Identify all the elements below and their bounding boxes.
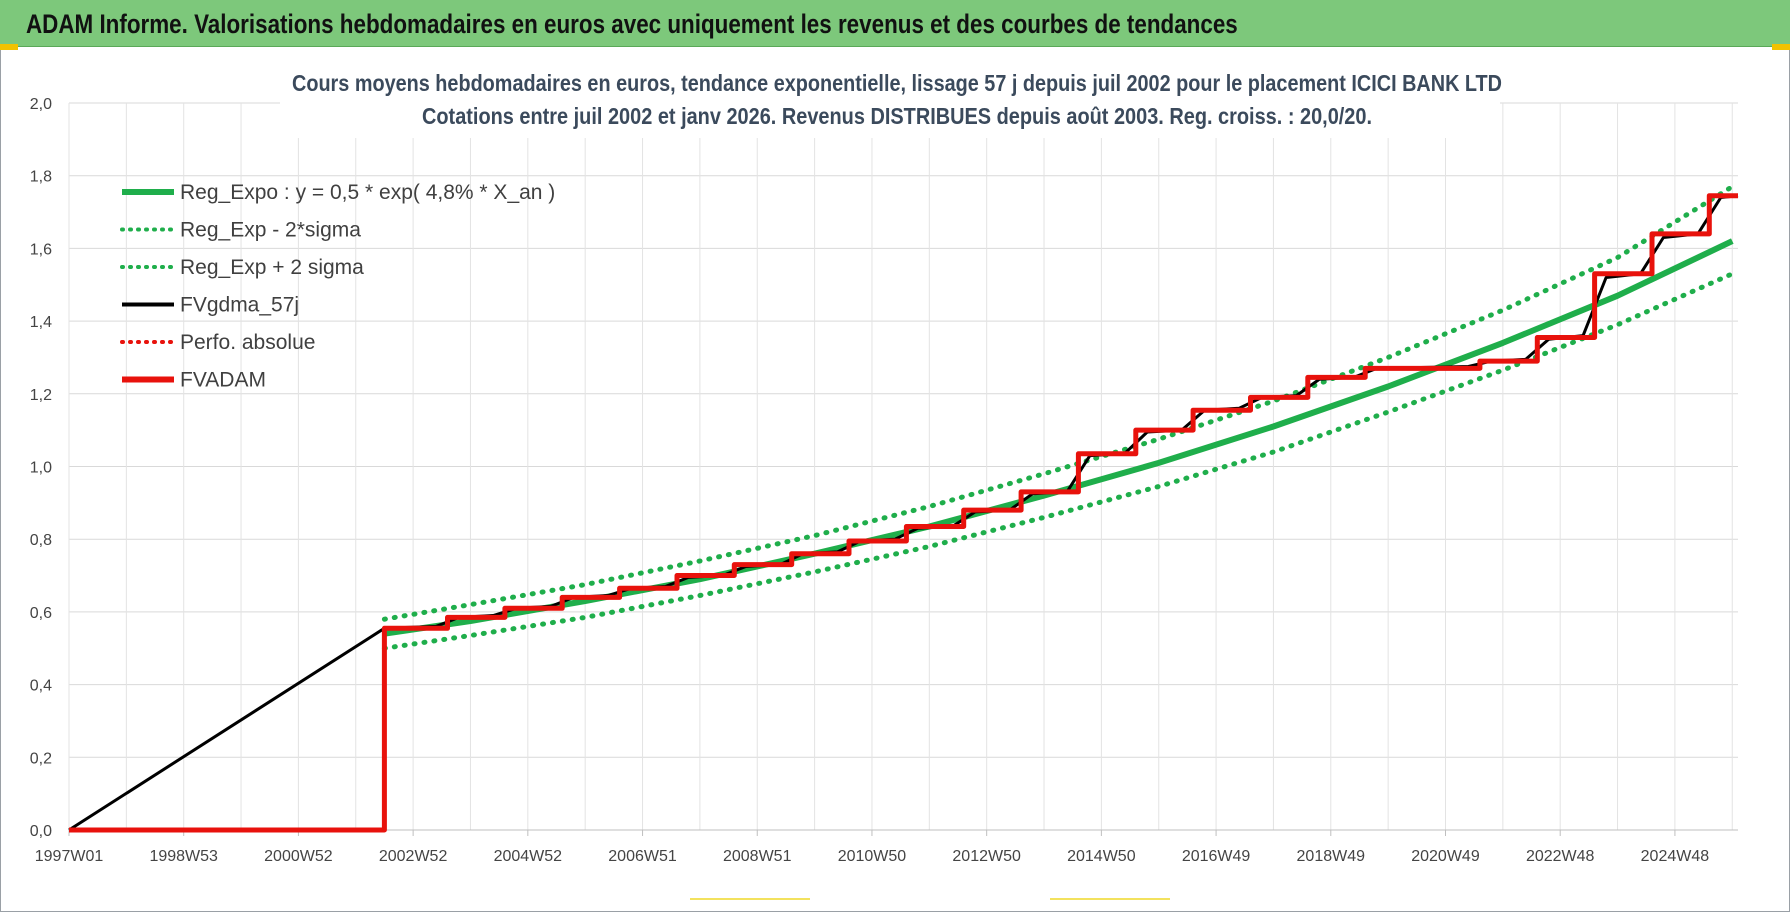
chart-title: Cours moyens hebdomadaires en euros, ten… — [280, 66, 1502, 138]
x-tick-label: 2020W49 — [1411, 848, 1480, 865]
x-tick-label: 2014W50 — [1067, 848, 1136, 865]
x-tick-label: 2018W49 — [1297, 848, 1366, 865]
x-tick-label: 2016W49 — [1182, 848, 1251, 865]
legend-label: Perfo. absolue — [180, 331, 315, 354]
line-chart: 0,0 0,2 0,4 0,6 0,8 1,0 1,2 1,4 1,6 1,8 2,0 1997W01… — [30, 66, 1739, 865]
x-tick-label: 2012W50 — [952, 848, 1021, 865]
x-tick-label: 1998W53 — [149, 848, 218, 865]
y-tick-label: 0,0 — [30, 823, 52, 840]
series-line-0 — [383, 238, 1734, 637]
y-tick-label: 0,6 — [30, 605, 52, 622]
x-tick-label: 2006W51 — [608, 848, 677, 865]
y-tick-label: 1,0 — [30, 460, 52, 477]
corner-marker-right — [1772, 44, 1790, 50]
y-tick-label: 0,2 — [30, 750, 52, 767]
title-backdrop — [280, 66, 1500, 138]
chart-title-line: Cours moyens hebdomadaires en euros, ten… — [292, 70, 1502, 96]
legend-label: FVgdma_57j — [180, 294, 299, 317]
chart-title-line: Cotations entre juil 2002 et janv 2026. … — [422, 103, 1372, 129]
x-tick-label: 2024W48 — [1641, 848, 1710, 865]
x-tick-label: 2002W52 — [379, 848, 448, 865]
series-line-2 — [381, 184, 1735, 622]
x-tick-label: 2008W51 — [723, 848, 792, 865]
y-tick-label: 0,8 — [30, 532, 52, 549]
corner-marker-left — [0, 44, 18, 50]
report-title: ADAM Informe. Valorisations hebdomadaire… — [26, 9, 1238, 39]
y-tick-label: 2,0 — [30, 96, 52, 113]
legend-label: Reg_Exp + 2 sigma — [180, 256, 364, 279]
y-tick-label: 1,8 — [30, 169, 52, 186]
series-line-1 — [381, 271, 1735, 651]
x-tick-label: 2022W48 — [1526, 848, 1595, 865]
report-header: ADAM Informe. Valorisations hebdomadaire… — [0, 0, 1790, 47]
chart-grid — [68, 102, 1738, 831]
chart-series — [68, 184, 1739, 833]
legend-label: Reg_Expo : y = 0,5 * exp( 4,8% * X_an ) — [180, 181, 555, 204]
y-tick-label: 1,6 — [30, 241, 52, 258]
bottom-marker-1 — [690, 898, 810, 900]
legend-label: Reg_Exp - 2*sigma — [180, 219, 361, 242]
bottom-marker-2 — [1050, 898, 1170, 900]
chart-axes: 0,0 0,2 0,4 0,6 0,8 1,0 1,2 1,4 1,6 1,8 2,0 1997W01… — [30, 96, 1738, 865]
y-tick-label: 1,2 — [30, 387, 52, 404]
y-tick-label: 1,4 — [30, 314, 52, 331]
series-line-5 — [69, 193, 1738, 833]
x-tick-label: 2004W52 — [494, 848, 563, 865]
chart-legend: Reg_Expo : y = 0,5 * exp( 4,8% * X_an ) R… — [120, 181, 555, 392]
y-tick-label: 0,4 — [30, 678, 52, 695]
legend-label: FVADAM — [180, 369, 266, 392]
x-tick-label: 2000W52 — [264, 848, 333, 865]
x-tick-label: 2010W50 — [838, 848, 907, 865]
x-tick-label: 1997W01 — [35, 848, 104, 865]
